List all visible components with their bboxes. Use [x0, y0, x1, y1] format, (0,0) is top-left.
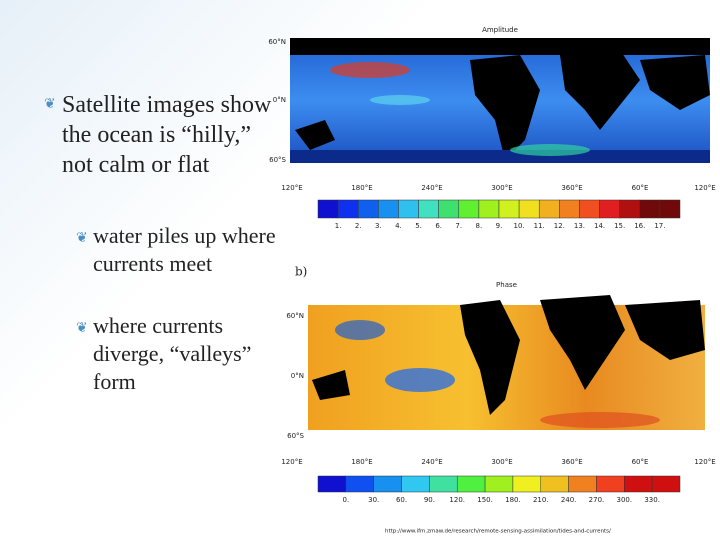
colorbar-label: 0. — [343, 496, 350, 504]
colorbar-cell — [418, 199, 439, 219]
colorbar-cell — [357, 199, 379, 219]
x-label: 360°E — [561, 184, 582, 192]
colorbar-cell — [484, 475, 514, 493]
x-label: 240°E — [421, 184, 442, 192]
colorbar-label: 120. — [449, 496, 465, 504]
colorbar-label: 8. — [476, 222, 483, 230]
colorbar-cell — [619, 199, 641, 219]
colorbar-cell — [456, 475, 486, 493]
colorbar-cell — [639, 199, 661, 219]
bullet-icon: ❦ — [76, 321, 88, 336]
phase-map — [308, 290, 705, 430]
colorbar-label: 1. — [335, 222, 342, 230]
colorbar-label: 300. — [617, 496, 633, 504]
x-label: 180°E — [351, 184, 372, 192]
colorbar-label: 12. — [554, 222, 565, 230]
colorbar-label: 13. — [574, 222, 585, 230]
colorbar-cell — [378, 199, 399, 219]
colorbar-label: 210. — [533, 496, 549, 504]
sub-bullet: where currents diverge, “valleys” form — [93, 313, 252, 394]
colorbar-cell — [401, 475, 430, 493]
colorbar-cell — [596, 475, 625, 493]
colorbar-cell — [559, 199, 580, 219]
colorbar-label: 17. — [654, 222, 665, 230]
x-label: 60°E — [632, 184, 649, 192]
colorbar-cell — [579, 199, 600, 219]
x-label: 60°E — [632, 458, 649, 466]
colorbar-label: 10. — [514, 222, 525, 230]
y-label: 60°S — [287, 432, 304, 440]
y-label: 60°S — [269, 156, 286, 164]
colorbar-label: 4. — [395, 222, 402, 230]
x-label: 120°E — [694, 458, 715, 466]
x-label: 300°E — [491, 184, 512, 192]
panel-label: b) — [295, 265, 307, 279]
bullet-icon: ❦ — [44, 97, 56, 112]
x-label: 240°E — [421, 458, 442, 466]
colorbar-label: 330. — [644, 496, 660, 504]
colorbar-label: 3. — [375, 222, 382, 230]
colorbar-cell — [498, 199, 520, 219]
colorbar-cell — [568, 475, 597, 493]
colorbar-label: 5. — [415, 222, 422, 230]
bullet: Satellite images show the ocean is “hill… — [62, 92, 272, 178]
colorbar-label: 16. — [634, 222, 645, 230]
y-label: 0°N — [273, 96, 286, 104]
colorbar-label: 6. — [435, 222, 442, 230]
colorbar-cell — [651, 475, 681, 493]
colorbar-cell — [398, 199, 419, 219]
colorbar-label: 30. — [368, 496, 379, 504]
colorbar-cell — [518, 199, 540, 219]
map-title: Phase — [496, 281, 517, 289]
colorbar-cell — [458, 199, 480, 219]
colorbar-label: 270. — [589, 496, 605, 504]
colorbar-label: 90. — [424, 496, 435, 504]
colorbar-cell — [373, 475, 402, 493]
colorbar-cell — [429, 475, 458, 493]
map-title: Amplitude — [482, 26, 518, 34]
colorbar-cell — [659, 199, 681, 219]
y-label: 60°N — [286, 312, 304, 320]
colorbar-label: 11. — [534, 222, 545, 230]
colorbar-cell — [540, 475, 569, 493]
colorbar-label: 7. — [455, 222, 462, 230]
colorbar-label: 15. — [614, 222, 625, 230]
colorbar-label: 9. — [496, 222, 503, 230]
colorbar-cell — [317, 199, 339, 219]
colorbar-cell — [599, 199, 620, 219]
colorbar-label: 180. — [505, 496, 521, 504]
x-label: 120°E — [281, 184, 302, 192]
sub-bullet: water piles up where currents meet — [93, 223, 276, 276]
x-label: 120°E — [694, 184, 715, 192]
colorbar-cell — [624, 475, 653, 493]
source-url: http://www.ifm.zmaw.de/research/remote-s… — [385, 529, 611, 535]
x-label: 360°E — [561, 458, 582, 466]
colorbar-cell — [317, 475, 347, 493]
x-label: 300°E — [491, 458, 512, 466]
colorbar-cell — [337, 199, 359, 219]
colorbar-cell — [478, 199, 500, 219]
amplitude-map — [290, 38, 710, 163]
x-label: 180°E — [351, 458, 372, 466]
colorbar-cell — [345, 475, 374, 493]
colorbar-cell — [538, 199, 560, 219]
y-label: 0°N — [291, 372, 304, 380]
y-label: 60°N — [268, 38, 286, 46]
colorbar-label: 150. — [477, 496, 493, 504]
colorbar-cell — [512, 475, 542, 493]
colorbar-label: 14. — [594, 222, 605, 230]
colorbar-label: 2. — [355, 222, 362, 230]
colorbar-label: 60. — [396, 496, 407, 504]
colorbar-cell — [438, 199, 460, 219]
colorbar-label: 240. — [561, 496, 577, 504]
x-label: 120°E — [281, 458, 302, 466]
bullet-icon: ❦ — [76, 231, 88, 246]
